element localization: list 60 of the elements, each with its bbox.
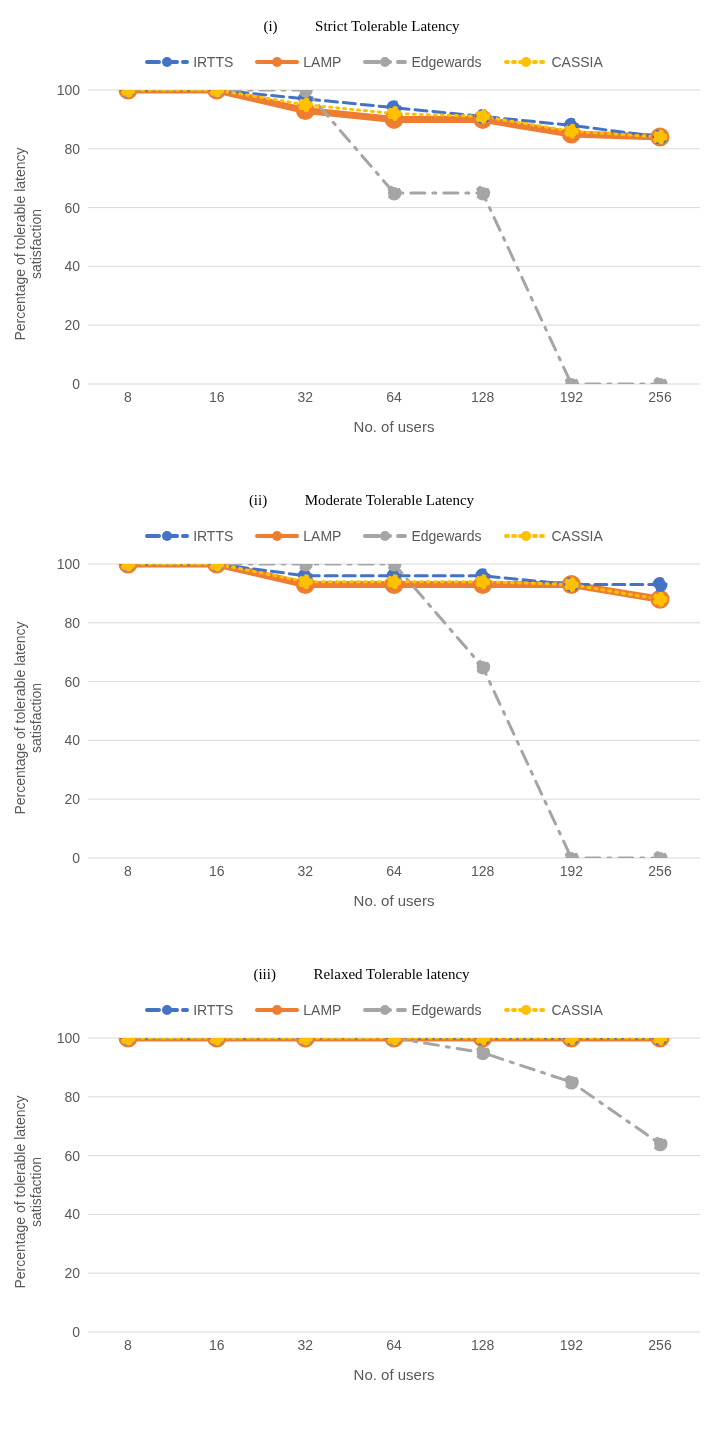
chart-title: (i) Strict Tolerable Latency (262, 17, 461, 36)
y-axis-title: Percentage of tolerable latency satisfaction (12, 1094, 44, 1291)
x-tick-label: 128 (470, 388, 495, 405)
y-tick-label: 60 (64, 1147, 81, 1164)
x-tick-label: 64 (386, 1336, 402, 1353)
y-tick-label: 0 (72, 375, 81, 392)
y-tick-label: 40 (64, 1206, 81, 1223)
chart-title: (iii) Relaxed Tolerable latency (252, 965, 471, 984)
y-tick-label: 100 (56, 555, 81, 572)
x-tick-label: 8 (124, 862, 133, 879)
y-tick-label: 80 (64, 614, 81, 631)
x-tick-label: 64 (386, 862, 402, 879)
legend-label: CASSIA (551, 528, 603, 544)
y-tick-label: 100 (56, 1029, 81, 1046)
legend-label: IRTTS (193, 54, 234, 70)
legend-label: CASSIA (551, 54, 603, 70)
y-tick-label: 80 (64, 140, 81, 157)
x-tick-label: 256 (648, 862, 672, 879)
y-tick-label: 0 (72, 1323, 81, 1340)
x-tick-label: 16 (208, 862, 225, 879)
y-tick-label: 40 (64, 258, 81, 275)
y-tick-label: 20 (64, 791, 81, 808)
x-tick-label: 192 (559, 1336, 584, 1353)
chart-title: (ii) Moderate Tolerable Latency (247, 491, 476, 510)
x-tick-label: 192 (559, 388, 584, 405)
legend-label: Edgewards (411, 528, 482, 544)
y-tick-label: 0 (72, 849, 81, 866)
legend-label: Edgewards (411, 1002, 482, 1018)
x-tick-label: 256 (648, 388, 672, 405)
legend-label: IRTTS (193, 1002, 234, 1018)
legend-label: IRTTS (193, 528, 234, 544)
x-axis-title: No. of users (353, 418, 435, 435)
legend-label: LAMP (303, 54, 342, 70)
x-tick-label: 192 (559, 862, 584, 879)
x-tick-label: 8 (124, 388, 133, 405)
y-tick-label: 100 (56, 81, 81, 98)
x-tick-label: 16 (208, 1336, 225, 1353)
y-tick-label: 20 (64, 1265, 81, 1282)
y-tick-label: 40 (64, 732, 81, 749)
legend-label: LAMP (303, 528, 342, 544)
y-axis-title: Percentage of tolerable latency satisfaction (12, 620, 44, 817)
x-tick-label: 32 (297, 1336, 314, 1353)
x-tick-label: 128 (470, 862, 495, 879)
x-tick-label: 256 (648, 1336, 672, 1353)
x-tick-label: 8 (124, 1336, 133, 1353)
x-tick-label: 32 (297, 388, 314, 405)
x-tick-label: 64 (386, 388, 402, 405)
x-tick-label: 128 (470, 1336, 495, 1353)
y-tick-label: 80 (64, 1088, 81, 1105)
y-tick-label: 60 (64, 199, 81, 216)
legend-label: Edgewards (411, 54, 482, 70)
x-tick-label: 16 (208, 388, 225, 405)
x-axis-title: No. of users (353, 892, 435, 909)
y-axis-title: Percentage of tolerable latency satisfaction (12, 146, 44, 343)
x-axis-title: No. of users (353, 1366, 435, 1383)
y-tick-label: 20 (64, 317, 81, 334)
y-tick-label: 60 (64, 673, 81, 690)
legend-label: LAMP (303, 1002, 342, 1018)
x-tick-label: 32 (297, 862, 314, 879)
legend-label: CASSIA (551, 1002, 603, 1018)
